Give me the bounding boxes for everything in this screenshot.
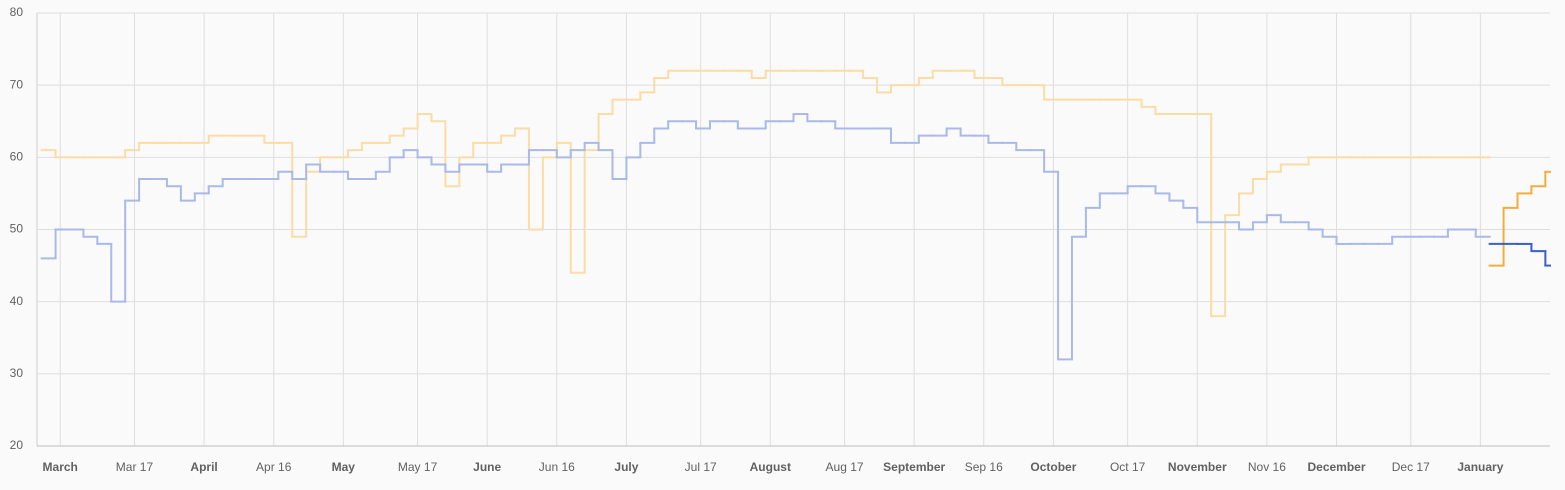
x-tick-label: November bbox=[1168, 460, 1227, 474]
y-tick-label: 20 bbox=[10, 438, 24, 452]
x-tick-label: January bbox=[1457, 460, 1503, 474]
x-tick-label: Nov 16 bbox=[1248, 460, 1286, 474]
x-tick-label: Dec 17 bbox=[1392, 460, 1430, 474]
y-tick-label: 60 bbox=[10, 150, 24, 164]
x-tick-label: October bbox=[1030, 460, 1076, 474]
x-tick-label: September bbox=[883, 460, 945, 474]
y-tick-label: 80 bbox=[10, 5, 24, 19]
y-tick-label: 50 bbox=[10, 222, 24, 236]
y-tick-label: 40 bbox=[10, 294, 24, 308]
x-tick-label: Oct 17 bbox=[1110, 460, 1146, 474]
x-tick-label: Sep 16 bbox=[965, 460, 1003, 474]
x-tick-label: Apr 16 bbox=[256, 460, 292, 474]
x-tick-label: Jul 17 bbox=[685, 460, 717, 474]
y-tick-label: 30 bbox=[10, 366, 24, 380]
x-tick-label: August bbox=[750, 460, 791, 474]
x-tick-label: December bbox=[1307, 460, 1365, 474]
x-tick-label: Mar 17 bbox=[116, 460, 154, 474]
x-tick-label: March bbox=[43, 460, 78, 474]
x-tick-label: May 17 bbox=[398, 460, 438, 474]
x-tick-label: June bbox=[473, 460, 501, 474]
x-tick-label: July bbox=[614, 460, 638, 474]
x-tick-label: May bbox=[332, 460, 356, 474]
y-tick-label: 70 bbox=[10, 77, 24, 91]
x-tick-label: April bbox=[190, 460, 217, 474]
x-tick-label: Jun 16 bbox=[539, 460, 575, 474]
x-tick-label: Aug 17 bbox=[826, 460, 864, 474]
